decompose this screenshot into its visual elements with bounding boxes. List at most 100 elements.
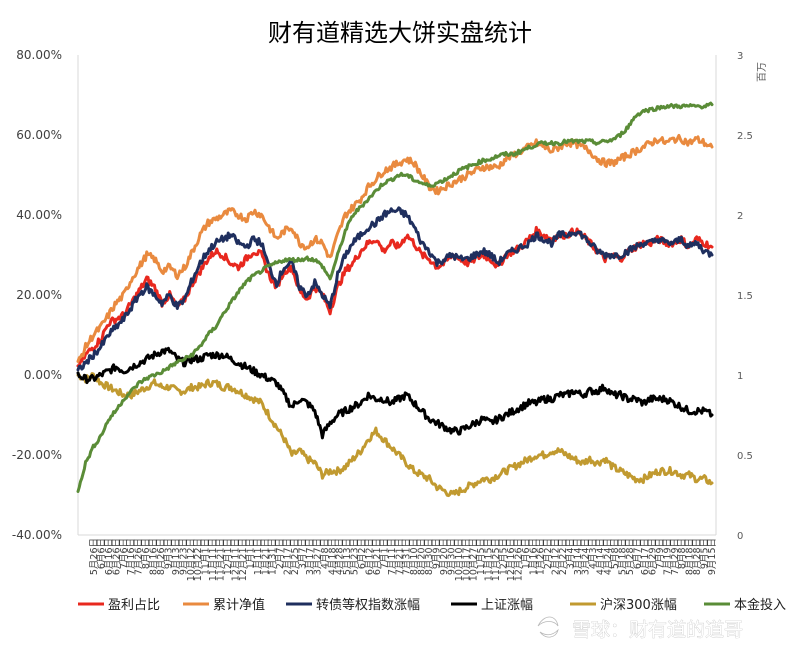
x-tick-label: 8月28日 [692, 538, 703, 575]
legend-label-2: 转债等权指数涨幅 [316, 597, 420, 613]
x-tick-label: 7月6日 [119, 538, 130, 569]
y-axis-right: 3 2.5 2 1.5 1 0.5 0 [737, 51, 753, 542]
x-tick-label: 7月11日 [387, 538, 398, 575]
x-tick-label: 8月30日 [424, 538, 435, 575]
x-tick-label: 10月10日 [454, 538, 465, 581]
x-tick-label: 7月26日 [134, 538, 145, 575]
x-tick-label: 7月29日 [670, 538, 681, 575]
y-tick-label: 20.00% [16, 288, 62, 302]
plot-area [77, 55, 717, 536]
x-tick-label: 9月3日 [163, 538, 174, 569]
series-line-3 [76, 346, 714, 440]
x-tick-label: 3月24日 [580, 538, 591, 575]
x-tick-label: 5月26日 [89, 538, 100, 575]
watermark-text: 雪球：财有道的道哥 [572, 619, 743, 641]
y-tick-label: 80.00% [16, 48, 62, 62]
x-tick-label: 8月10日 [409, 538, 420, 575]
x-tick-label: 2月7日 [275, 538, 286, 569]
x-tick-label: 2月25日 [290, 538, 301, 575]
x-tick-label: 4月3日 [588, 538, 599, 569]
y-tick-label: 0.00% [24, 368, 62, 382]
x-tick-label: 1月31日 [268, 538, 279, 575]
x-tick-label: 4月8日 [320, 538, 331, 569]
x-tick-label: 9月15日 [707, 538, 718, 575]
x-tick-label: 7月16日 [126, 538, 137, 575]
x-tick-label: 12月21日 [238, 538, 249, 581]
x-tick-label: 10月12日 [186, 538, 197, 581]
y2-tick-label: 0 [737, 531, 743, 542]
x-tick-label: 9月30日 [446, 538, 457, 575]
series-line-0 [76, 225, 714, 369]
x-tick-label: 8月26日 [156, 538, 167, 575]
x-tick-label: 8月8日 [677, 538, 688, 569]
series-line-4 [76, 372, 714, 498]
x-tick-label: 4月14日 [595, 538, 606, 575]
x-tick-label: 9月9日 [432, 538, 443, 569]
x-tick-label: 6月29日 [647, 538, 658, 575]
y2-tick-label: 2 [737, 211, 743, 222]
x-tick-label: 11月15日 [484, 538, 495, 581]
legend: 盈利占比 累计净值 转债等权指数涨幅 上证涨幅 沪深300涨幅 本金投入 [78, 597, 786, 613]
y-tick-label: 60.00% [16, 128, 62, 142]
legend-label-4: 沪深300涨幅 [600, 597, 677, 613]
snowball-logo [537, 616, 559, 638]
series-line-2 [76, 206, 714, 372]
x-tick-label: 8月6日 [141, 538, 152, 569]
x-tick-label: 2月2日 [543, 538, 554, 569]
y2-tick-label: 3 [737, 51, 743, 62]
x-tick-label: 4月24日 [603, 538, 614, 575]
x-tick-label: 3月4日 [566, 538, 577, 569]
x-tick-label: 10月22日 [193, 538, 204, 581]
x-tick-label: 11月21日 [216, 538, 227, 581]
x-tick-label: 2月22日 [558, 538, 569, 575]
x-tick-label: 2月12日 [551, 538, 562, 575]
x-tick-label: 5月18日 [618, 538, 629, 575]
x-tick-label: 1月6日 [521, 538, 532, 569]
x-tick-label: 9月23日 [178, 538, 189, 575]
x-tick-label: 1月26日 [536, 538, 547, 575]
y-axis-left: 80.00% 60.00% 40.00% 20.00% 0.00% -20.00% -40.… [12, 48, 62, 542]
x-tick-label: 7月21日 [394, 538, 405, 575]
x-tick-label: 3月7日 [297, 538, 308, 569]
y2-tick-label: 1 [737, 371, 743, 382]
series-lines [76, 101, 714, 498]
x-tick-label: 8月18日 [685, 538, 696, 575]
x-tick-label: 6月2日 [357, 538, 368, 569]
x-tick-label: 5月23日 [350, 538, 361, 575]
x-tick-label: 8月16日 [149, 538, 160, 575]
x-tick-label: 10月17日 [461, 538, 472, 581]
x-tick-label: 1月21日 [260, 538, 271, 575]
x-tick-label: 6月16日 [104, 538, 115, 575]
x-tick-label: 9月5日 [700, 538, 711, 569]
y2-tick-label: 0.5 [737, 451, 753, 462]
x-tick-label: 10月27日 [469, 538, 480, 581]
x-tick-label: 7月1日 [379, 538, 390, 569]
y2-tick-label: 1.5 [737, 291, 753, 302]
y-tick-label: -20.00% [12, 448, 62, 462]
x-tick-label: 6月6日 [96, 538, 107, 569]
x-tick-label: 11月11日 [208, 538, 219, 581]
x-tick-label: 1月1日 [245, 538, 256, 569]
y2-tick-label: 2.5 [737, 131, 753, 142]
x-axis: 5月26日6月6日6月16日6月26日7月6日7月16日7月26日8月6日8月1… [89, 538, 718, 581]
x-tick-label: 12月26日 [513, 538, 524, 581]
legend-label-0: 盈利占比 [108, 598, 160, 613]
x-tick-label: 11月5日 [476, 538, 487, 575]
x-tick-label: 3月17日 [305, 538, 316, 575]
series-line-1 [76, 133, 714, 363]
y-tick-label: 40.00% [16, 208, 62, 222]
x-tick-label: 11月25日 [491, 538, 502, 581]
x-tick-label: 2月17日 [283, 538, 294, 575]
x-tick-label: 12月11日 [230, 538, 241, 581]
x-tick-label: 1月16日 [528, 538, 539, 575]
x-tick-label: 6月7日 [633, 538, 644, 569]
x-tick-label: 6月26日 [111, 538, 122, 575]
x-tick-label: 9月13日 [171, 538, 182, 575]
x-tick-label: 3月14日 [573, 538, 584, 575]
x-tick-label: 3月27日 [312, 538, 323, 575]
x-tick-label: 6月12日 [364, 538, 375, 575]
x-tick-label: 4月28日 [335, 538, 346, 575]
x-tick-label: 12月1日 [223, 538, 234, 575]
x-tick-label: 12月16日 [506, 538, 517, 581]
x-tick-label: 1月11日 [253, 538, 264, 575]
